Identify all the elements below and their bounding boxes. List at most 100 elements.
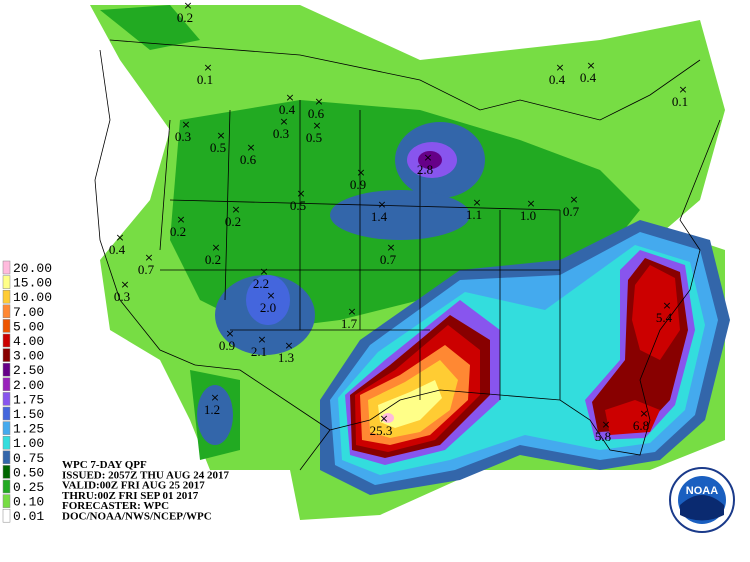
legend-swatch: [2, 362, 11, 377]
legend-swatch: [2, 377, 11, 392]
point-marker: ×: [259, 265, 268, 278]
precip-fields: [90, 5, 730, 520]
point-label: 0.9: [219, 338, 235, 353]
legend-label: 1.00: [13, 436, 44, 451]
legend-label: 5.00: [13, 319, 44, 334]
point-label: 2.2: [253, 276, 269, 291]
point-marker: ×: [472, 196, 481, 209]
point-marker: ×: [312, 119, 321, 132]
legend-swatch: [2, 333, 11, 348]
point-label: 0.3: [114, 289, 130, 304]
point-label: 0.6: [308, 106, 325, 121]
point-label: 0.2: [170, 224, 186, 239]
precip-area: [330, 190, 470, 240]
point-label: 1.0: [520, 208, 536, 223]
border: [194, 364, 331, 431]
point-label: 0.4: [279, 102, 296, 117]
legend-label: 4.00: [13, 334, 44, 349]
legend-swatch: [2, 348, 11, 362]
point-label: 0.1: [672, 94, 688, 109]
point-marker: ×: [555, 61, 564, 74]
point-marker: ×: [210, 391, 219, 404]
legend: 20.0015.0010.007.005.004.003.002.502.001…: [2, 260, 52, 524]
point-marker: ×: [279, 115, 288, 128]
point-label: 0.3: [273, 126, 289, 141]
legend-label: 20.00: [13, 261, 52, 276]
point-marker: ×: [120, 278, 129, 291]
point-marker: ×: [284, 339, 293, 352]
point-marker: ×: [231, 203, 240, 216]
legend-label: 2.00: [13, 378, 44, 393]
point-marker: ×: [203, 61, 212, 74]
legend-label: 0.25: [13, 480, 44, 495]
coastline: [94, 49, 196, 366]
point-label: 5.8: [595, 429, 611, 444]
precip-area: [605, 400, 660, 435]
point-label: 1.3: [278, 350, 294, 365]
info-line: THRU:00Z FRI SEP 01 2017: [62, 490, 199, 502]
point-marker: ×: [181, 118, 190, 131]
legend-swatch: [2, 508, 11, 523]
boundaries: [94, 39, 721, 471]
point-label: 5.4: [656, 310, 673, 325]
point-marker: ×: [377, 198, 386, 211]
logo-text: NOAA: [686, 485, 718, 497]
point-marker: ×: [314, 95, 323, 108]
legend-swatch: [2, 260, 11, 275]
point-labels: ×0.2×0.1×0.4×0.4×0.1×0.4×0.6×0.3×0.3×0.5…: [109, 0, 688, 444]
point-marker: ×: [423, 151, 432, 164]
legend-label: 7.00: [13, 305, 44, 320]
point-label: 0.2: [225, 214, 241, 229]
precip-area: [632, 265, 680, 360]
precip-area: [378, 380, 442, 428]
legend-swatch: [2, 275, 11, 289]
info-line: FORECASTER: WPC: [62, 500, 169, 512]
point-label: 0.6: [240, 152, 257, 167]
point-label: 0.5: [306, 130, 322, 145]
precip-area: [197, 385, 233, 445]
point-label: 2.8: [417, 162, 433, 177]
point-marker: ×: [678, 83, 687, 96]
legend-label: 10.00: [13, 290, 52, 305]
precip-area: [246, 275, 290, 325]
point-label: 1.7: [341, 316, 358, 331]
point-label: 0.7: [563, 204, 580, 219]
point-label: 0.5: [290, 198, 306, 213]
legend-label: 0.01: [13, 509, 44, 524]
precip-area: [100, 5, 200, 50]
point-marker: ×: [586, 59, 595, 72]
point-marker: ×: [662, 299, 671, 312]
point-marker: ×: [296, 187, 305, 200]
point-marker: ×: [386, 241, 395, 254]
point-marker: ×: [347, 305, 356, 318]
point-marker: ×: [211, 241, 220, 254]
point-label: 0.3: [175, 129, 191, 144]
legend-label: 0.75: [13, 451, 44, 466]
precip-area: [418, 151, 442, 169]
point-label: 0.2: [205, 252, 221, 267]
legend-swatch: [2, 465, 11, 479]
point-label: 0.5: [210, 140, 226, 155]
legend-swatch: [2, 304, 11, 319]
point-marker: ×: [183, 0, 192, 12]
point-label: 2.1: [251, 344, 267, 359]
point-marker: ×: [144, 251, 153, 264]
point-label: 0.7: [380, 252, 397, 267]
logo-wave: [680, 495, 724, 521]
point-marker: ×: [356, 166, 365, 179]
point-label: 0.1: [197, 72, 213, 87]
point-label: 0.2: [177, 10, 193, 25]
legend-swatch: [2, 421, 11, 435]
info-line: ISSUED: 2057Z THU AUG 24 2017: [62, 469, 229, 481]
point-marker: ×: [379, 412, 388, 425]
point-marker: ×: [176, 213, 185, 226]
point-label: 0.4: [580, 70, 597, 85]
info-line: WPC 7-DAY QPF: [62, 459, 147, 471]
noaa-logo: NOAA: [669, 467, 735, 533]
legend-label: 2.50: [13, 363, 44, 378]
legend-swatch: [2, 494, 11, 508]
point-marker: ×: [246, 141, 255, 154]
legend-swatch: [2, 392, 11, 406]
